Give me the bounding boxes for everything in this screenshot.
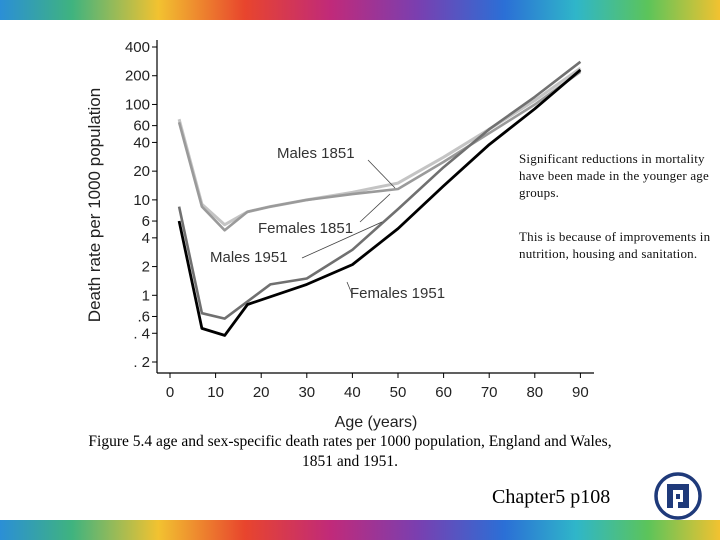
annotation-leader <box>301 221 383 259</box>
y-tick-label: .6 <box>137 308 150 325</box>
x-tick-label: 0 <box>166 384 174 401</box>
x-tick-label: 40 <box>344 384 361 401</box>
top-color-bar <box>0 0 720 20</box>
y-tick-label: 20 <box>133 163 150 180</box>
y-tick-label: 10 <box>133 192 150 209</box>
x-tick-label: 20 <box>253 384 270 401</box>
series-line-females-1951 <box>177 68 582 337</box>
y-tick-label: 200 <box>125 68 150 85</box>
y-tick-label: 1 <box>142 287 150 304</box>
series-label-males-1951: Males 1951 <box>210 249 288 266</box>
annotation-leader <box>367 159 396 189</box>
series-label-females-1851: Females 1851 <box>258 220 353 237</box>
x-tick-label: 50 <box>390 384 407 401</box>
y-tick-label: . 4 <box>133 325 150 342</box>
x-tick-label: 90 <box>572 384 589 401</box>
x-axis-label: Age (years) <box>335 414 418 431</box>
x-tick-label: 10 <box>207 384 224 401</box>
series-line-females-1851 <box>177 70 582 232</box>
series-label-females-1951: Females 1951 <box>350 285 445 302</box>
y-tick-label: 40 <box>133 134 150 151</box>
bottom-color-bar <box>0 520 720 540</box>
y-tick-label: 400 <box>125 39 150 56</box>
y-tick-label: 4 <box>142 230 150 247</box>
x-tick-label: 60 <box>435 384 452 401</box>
x-tick-label: 80 <box>526 384 543 401</box>
figure-caption: Figure 5.4 age and sex-specific death ra… <box>88 433 612 470</box>
logo-icon <box>654 472 702 520</box>
y-tick-label: . 2 <box>133 354 150 371</box>
series-line-males-1951 <box>177 60 582 320</box>
note-reductions: Significant reductions in mortality have… <box>519 151 709 200</box>
x-tick-label: 70 <box>481 384 498 401</box>
y-tick-label: 100 <box>125 96 150 113</box>
annotation-leader <box>346 281 353 295</box>
y-tick-label: 2 <box>142 259 150 276</box>
y-tick-label: 60 <box>133 118 150 135</box>
x-tick-label: 30 <box>298 384 315 401</box>
series-line-males-1851 <box>177 66 582 227</box>
y-tick-label: 6 <box>142 213 150 230</box>
annotation-leader <box>359 193 391 223</box>
page-reference: Chapter5 p108 <box>492 486 611 508</box>
y-axis-label: Death rate per 1000 population <box>85 88 104 322</box>
note-improvements: This is because of improvements in nutri… <box>519 229 711 261</box>
series-label-males-1851: Males 1851 <box>277 145 355 162</box>
